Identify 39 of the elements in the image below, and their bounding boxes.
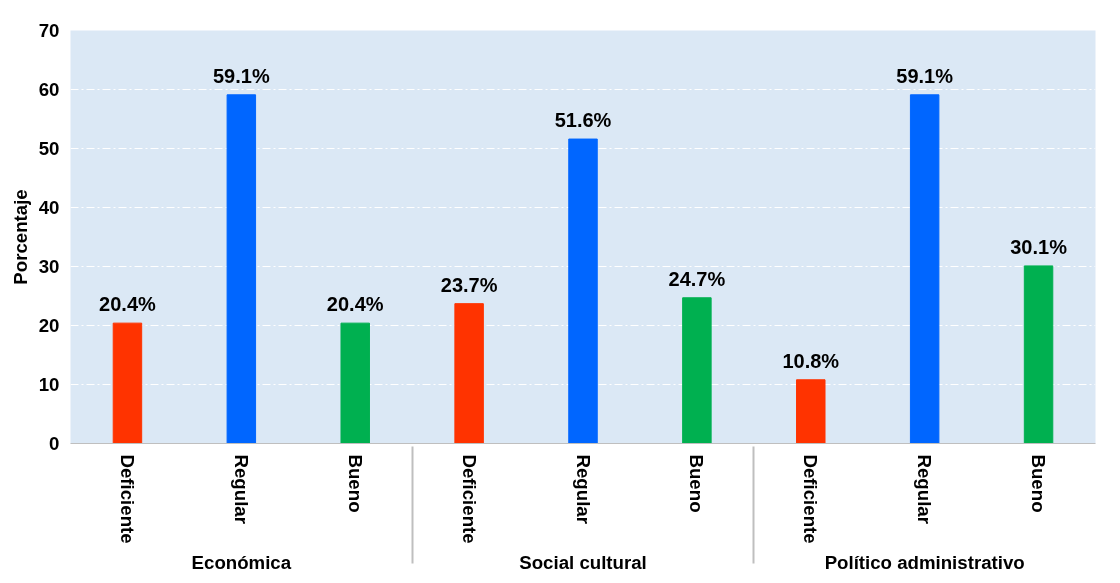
bar [454, 303, 484, 444]
y-tick-label: 20 [38, 315, 60, 336]
y-axis-title: Porcentaje [9, 189, 31, 285]
data-label: 51.6% [554, 109, 612, 132]
y-tick-label: 30 [38, 256, 60, 277]
data-label: 10.8% [782, 349, 840, 372]
text: Político administrativo [824, 551, 1025, 573]
x-tick-label: Regular [914, 454, 936, 524]
data-label: 20.4% [326, 293, 384, 316]
data-label: 24.7% [668, 267, 726, 290]
bar [909, 94, 940, 444]
x-tick-label: Bueno [686, 454, 708, 513]
x-tick-label: Regular [572, 454, 594, 524]
data-label: 59.1% [212, 64, 270, 87]
x-tick-label: Bueno [344, 454, 366, 513]
bar [682, 297, 712, 444]
bar [340, 322, 370, 444]
bar [796, 379, 826, 444]
x-tick-label: Bueno [1028, 454, 1050, 513]
y-tick-label: 60 [38, 79, 60, 100]
y-tick-label: 50 [38, 138, 60, 159]
bar [568, 138, 598, 444]
bar [112, 322, 143, 444]
y-tick-label: 40 [38, 197, 60, 218]
x-tick-label: Deficiente [116, 454, 138, 544]
data-label: 30.1% [1010, 235, 1068, 258]
data-label: 20.4% [99, 293, 157, 316]
y-tick-label: 0 [49, 433, 60, 454]
data-label: 23.7% [440, 273, 498, 296]
x-tick-label: Deficiente [458, 454, 480, 544]
y-tick-label: 10 [38, 374, 60, 395]
bar [226, 94, 257, 444]
text: Económica [191, 551, 292, 573]
y-tick-label: 70 [38, 20, 60, 41]
x-tick-label: Regular [230, 454, 252, 524]
bar [1023, 265, 1054, 444]
text: Social cultural [519, 551, 647, 573]
x-tick-label: Deficiente [800, 454, 822, 544]
data-label: 59.1% [896, 64, 954, 87]
